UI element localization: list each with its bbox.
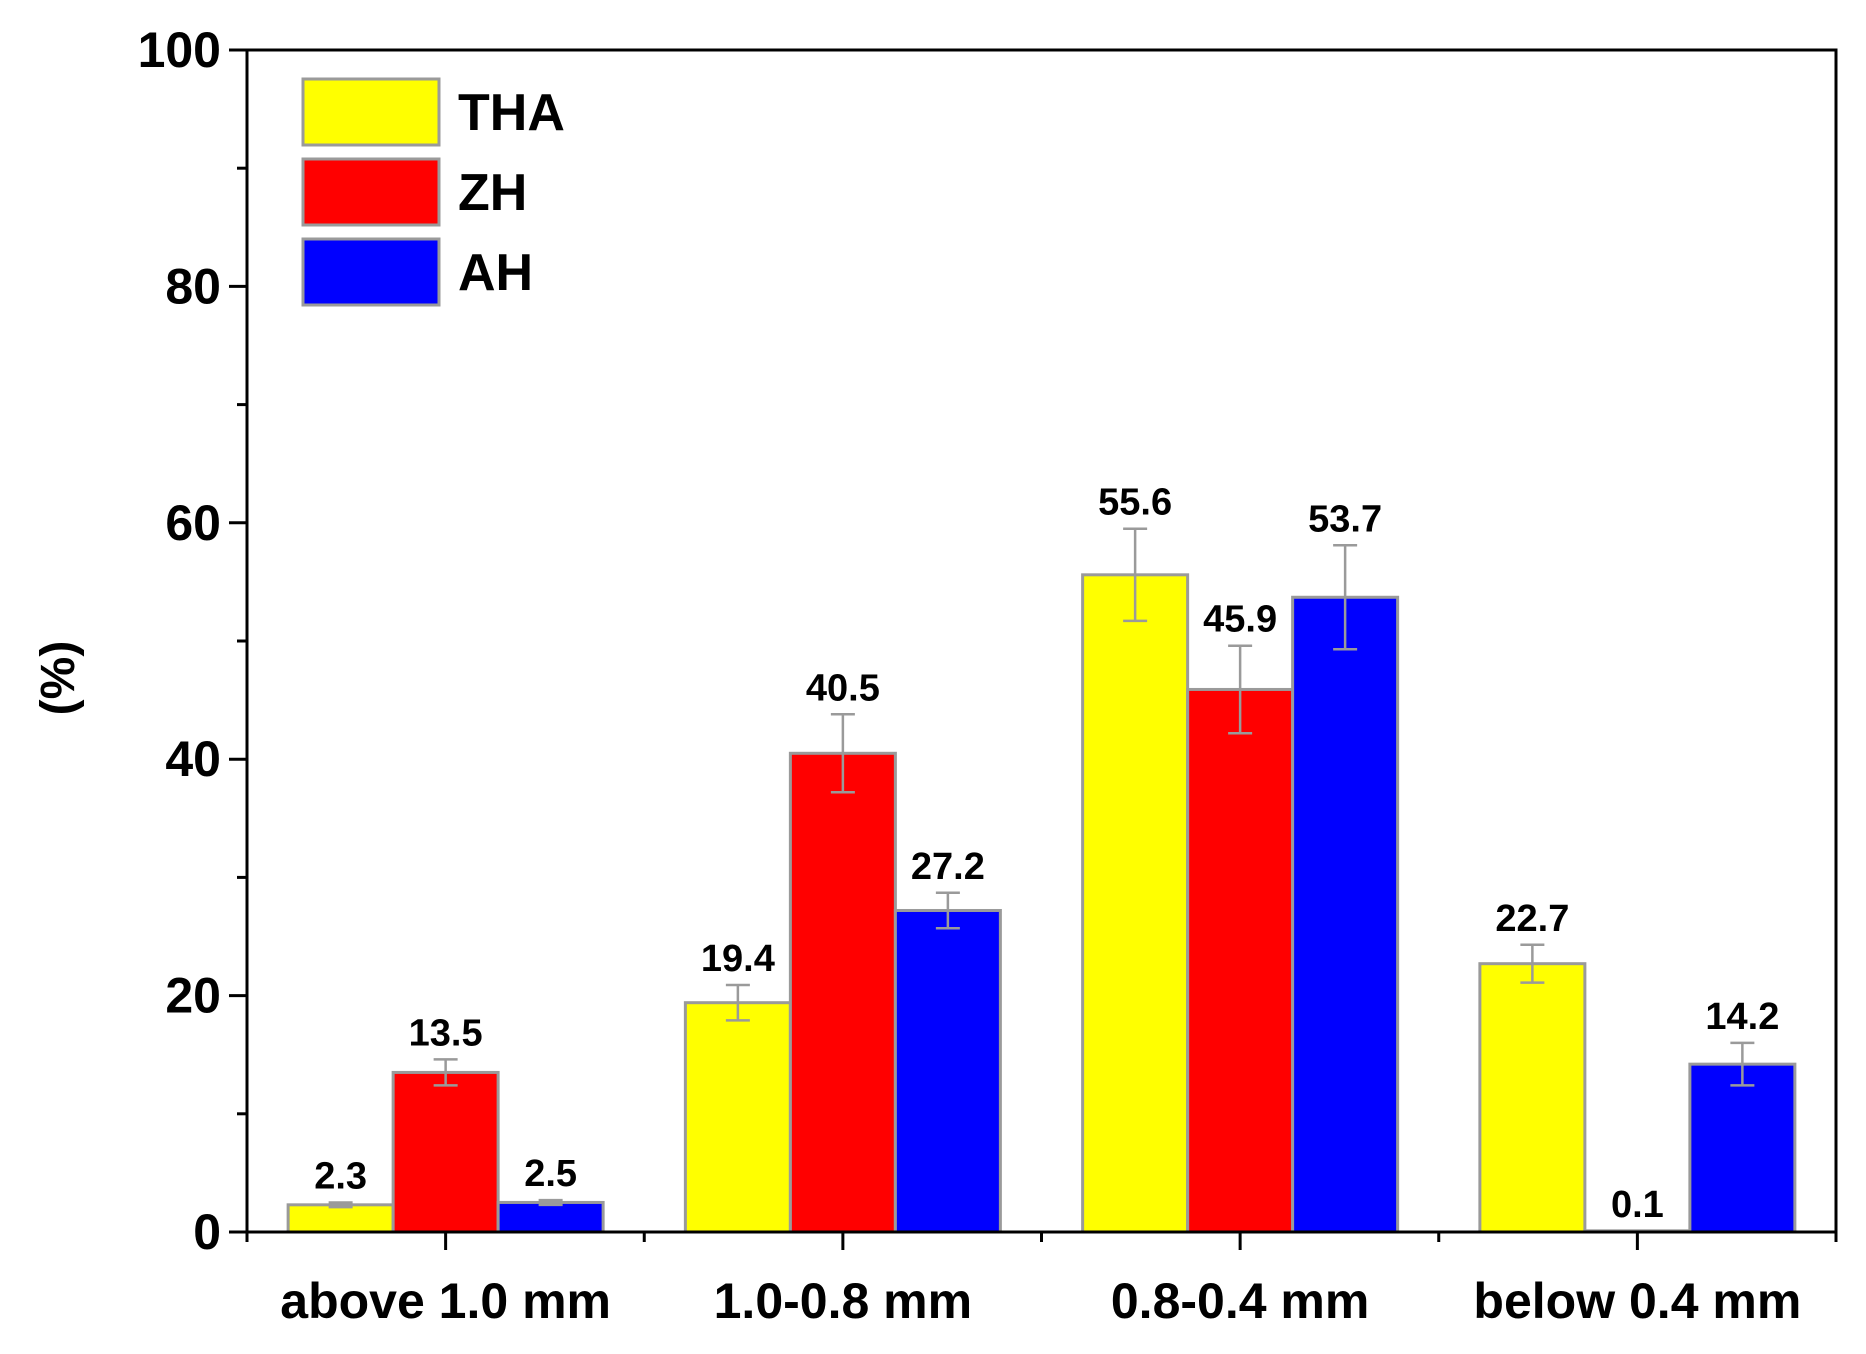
value-label-ah-3: 53.7	[1308, 498, 1382, 540]
bar-tha-2	[683, 1001, 792, 1234]
value-label-zh-3: 45.9	[1203, 599, 1277, 641]
value-label-tha-4: 22.7	[1495, 898, 1569, 940]
value-label-tha-3: 55.6	[1098, 482, 1172, 524]
value-label-ah-2: 27.2	[911, 846, 985, 888]
y-tick-label-40: 40	[165, 731, 221, 787]
y-tick-label-100: 100	[138, 22, 221, 78]
legend-item-zh: ZH	[301, 157, 527, 227]
error-bar-ah-4	[1730, 1041, 1755, 1087]
legend-swatch-zh	[301, 157, 441, 227]
plot-frame	[245, 48, 1838, 1234]
bar-ah-2	[893, 908, 1002, 1234]
x-tick-label-3: 0.8-0.4 mm	[1111, 1273, 1369, 1329]
error-bar-zh-2	[830, 713, 855, 794]
x-tick-label-1: above 1.0 mm	[280, 1273, 611, 1329]
bars-group	[286, 573, 1797, 1234]
y-tick-label-20: 20	[165, 968, 221, 1024]
legend-label-zh: ZH	[458, 164, 527, 222]
bar-zh-1	[391, 1070, 500, 1234]
error-bar-tha-3	[1123, 527, 1148, 623]
bar-zh-3	[1186, 687, 1295, 1234]
error-bar-tha-4	[1520, 943, 1545, 984]
bar-ah-3	[1291, 595, 1400, 1234]
legend-item-tha: THA	[301, 77, 565, 147]
bar-tha-3	[1081, 573, 1190, 1234]
y-tick-label-60: 60	[165, 495, 221, 551]
legend-label-ah: AH	[458, 244, 533, 302]
value-label-ah-1: 2.5	[524, 1153, 577, 1195]
error-bar-ah-2	[935, 891, 960, 930]
value-labels-group: 2.3 13.5 2.5 19.4 40.5 27.2 55.6 45.9 53.7 22.7 0.…	[314, 482, 1779, 1226]
legend-swatch-tha	[301, 77, 441, 147]
error-bar-tha-2	[725, 983, 750, 1022]
bar-ah-4	[1688, 1062, 1797, 1234]
bar-tha-4	[1478, 962, 1587, 1234]
legend-item-ah: AH	[301, 237, 533, 307]
bar-tha-1	[286, 1203, 395, 1234]
axes-group: above 1.0 mm 1.0-0.8 mm 0.8-0.4 mm below 0.…	[138, 22, 1838, 1329]
x-tick-label-2: 1.0-0.8 mm	[714, 1273, 972, 1329]
legend: THA ZH AH	[301, 77, 565, 307]
legend-swatch-ah	[301, 237, 441, 307]
value-label-ah-4: 14.2	[1705, 996, 1779, 1038]
legend-label-tha: THA	[458, 84, 565, 142]
value-label-tha-2: 19.4	[701, 938, 775, 980]
value-label-tha-1: 2.3	[314, 1155, 367, 1197]
y-tick-label-0: 0	[193, 1204, 221, 1260]
y-axis-title: (%)	[32, 641, 85, 716]
value-label-zh-2: 40.5	[806, 667, 880, 709]
y-tick-label-80: 80	[165, 258, 221, 314]
bar-zh-2	[788, 751, 897, 1234]
error-bars-group	[328, 527, 1755, 1209]
error-bar-ah-3	[1333, 544, 1358, 651]
value-label-zh-1: 13.5	[409, 1012, 483, 1054]
error-bar-ah-1	[538, 1198, 563, 1207]
error-bar-zh-3	[1228, 644, 1253, 735]
value-label-zh-4: 0.1	[1611, 1184, 1664, 1226]
error-bar-zh-1	[433, 1058, 458, 1087]
bar-ah-1	[496, 1200, 605, 1234]
x-tick-label-4: below 0.4 mm	[1473, 1273, 1801, 1329]
error-bar-tha-1	[328, 1201, 353, 1209]
